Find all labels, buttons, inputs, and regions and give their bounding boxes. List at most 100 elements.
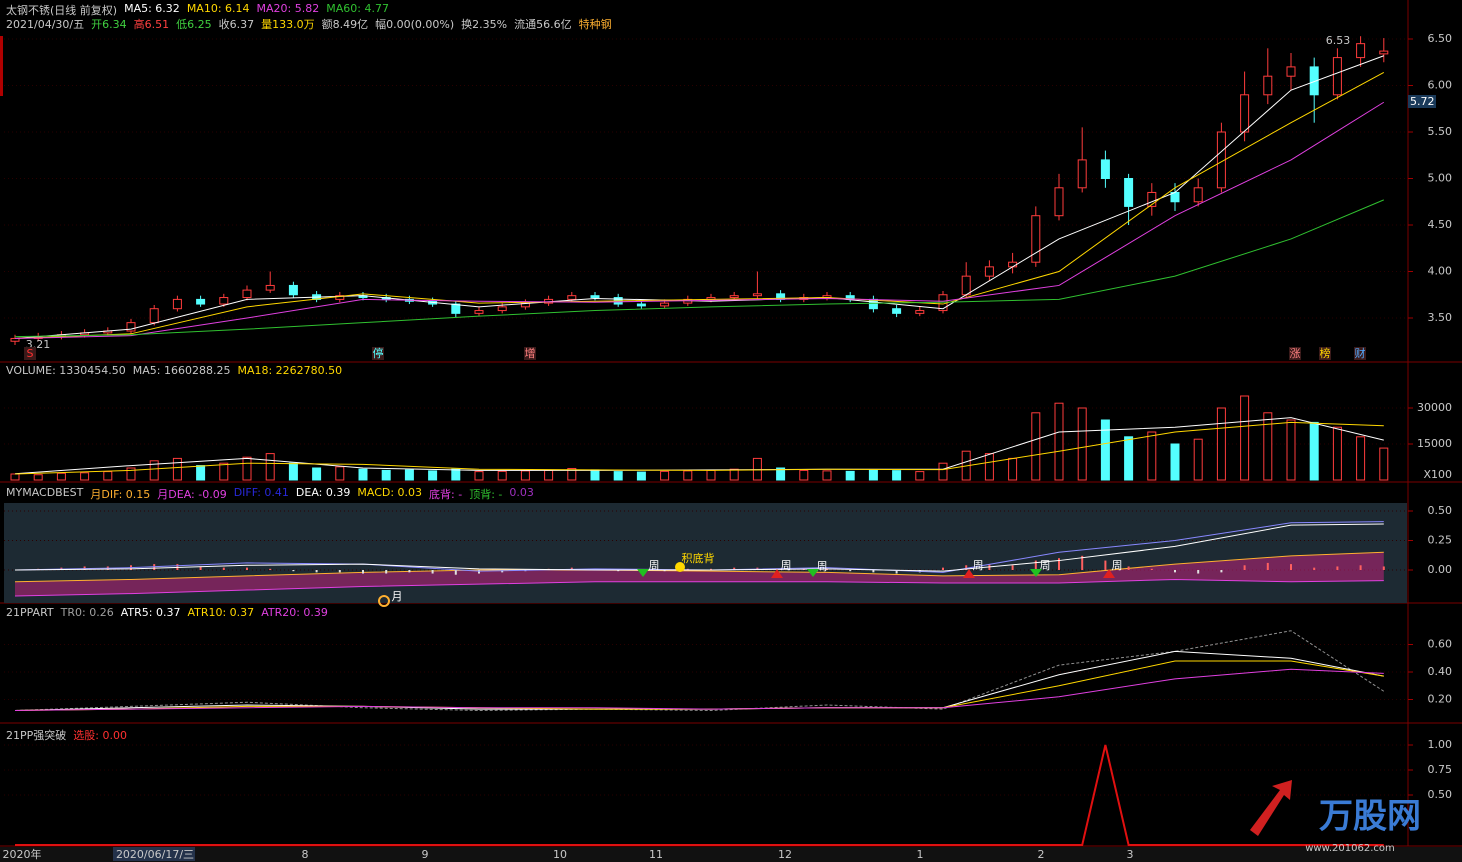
breakout-tick-label: 0.75 [1428,763,1453,776]
volume-bar [567,467,577,481]
volume-bar [660,470,670,481]
volume-bar [822,470,832,481]
time-label: 10 [553,848,567,861]
down-triangle [1030,569,1042,577]
cursor-date-box [113,847,195,861]
atr-label: 21PPART [6,606,54,619]
volume-bar [265,453,275,481]
quote-item: 收6.37 [218,18,255,31]
volume-bar [56,472,66,481]
month-band [15,552,1384,596]
volume-bar [103,471,113,481]
signal-annotation: 周 [1112,559,1123,572]
atr-line [14,650,1384,711]
candle-body [984,266,994,277]
candle-body [474,310,484,314]
up-triangle [963,569,975,578]
signal-annotation: 周 [1040,559,1051,572]
volume-bar [1147,431,1157,481]
time-label: 9 [422,848,429,861]
candle-body [1240,94,1250,133]
candle-body [1147,191,1157,207]
macd-line [14,523,1384,572]
volume-bar [1379,447,1389,481]
volume-bar [1309,421,1319,481]
atr-header: 21PPART TR0: 0.26 ATR5: 0.37 ATR10: 0.37 ATR… [6,606,328,619]
macd-label: MYMACDBEST [6,486,84,499]
volume-bar [590,469,600,481]
volume-bar [1124,436,1134,481]
volume-bar [1054,402,1064,481]
volume-bar [474,471,484,481]
cursor-price: 5.72 [1410,95,1435,108]
time-label: 1 [917,848,924,861]
candle-body [1309,66,1319,96]
macd-label: DIFF: 0.41 [233,486,289,499]
candle-body [1286,66,1296,77]
candle-body [149,308,159,324]
ma-label: MA20: 5.82 [256,2,320,15]
quote-item: 量133.0万 [261,18,315,31]
volume-bar [729,468,739,481]
event-box [24,347,36,360]
volume-bar [219,462,229,481]
volume-bar [1100,419,1110,481]
candle-body [660,302,670,307]
volume-bar [428,470,438,481]
candle-body [196,298,206,305]
quote-item: 换2.35% [461,18,508,31]
volume-bar [776,467,786,481]
quote-item: 额8.49亿 [321,18,369,31]
time-label: 2020年 [3,847,42,861]
candle-body [1008,261,1018,268]
candle-body [961,275,971,296]
volume-bar [335,466,345,481]
macd-label: DEA: 0.39 [295,486,351,499]
volume-bar [10,473,20,481]
time-label: 11 [649,848,663,861]
volume-bar [636,471,646,481]
volume-bar [497,470,507,481]
volume-bar [288,462,298,481]
event-marker: 榜 [1320,346,1331,360]
event-marker: 财 [1355,346,1366,360]
quote-item: 幅0.00(0.00%) [375,18,455,31]
candle-body [1031,215,1041,263]
atr-tick-label: 0.60 [1428,638,1453,651]
volume-ma-line [14,421,1384,475]
price-marker [0,36,3,96]
ma-line [14,199,1384,338]
macd-label: 月DEA: -0.09 [157,488,227,501]
candle-body [1124,178,1134,207]
volume-bar [1031,412,1041,481]
up-triangle [771,569,783,578]
macd-header: MYMACDBEST 月DIF: 0.15 月DEA: -0.09 DIFF: 0.4… [6,486,534,502]
event-box [1289,347,1301,360]
breakout-tick-label: 1.00 [1428,738,1453,751]
volume-bar [1193,438,1203,481]
time-label: 2 [1038,848,1045,861]
breakout-tick-label: 0.50 [1428,788,1453,801]
signal-annotation: 周 [649,559,660,572]
signal-ring [378,595,390,607]
quote-item: 低6.25 [176,18,212,31]
ma-label: MA10: 6.14 [186,2,250,15]
candle-body [1077,159,1087,189]
candle-body [497,306,507,312]
quote-bar: 2021/04/30/五 开6.34 高6.51 低6.25 收6.37 量133.0万额… [6,16,612,32]
stock-name[interactable]: 太钢不锈(日线 前复权) [6,4,118,17]
breakout-label: 21PP强突破 [6,729,67,742]
volume-bar [80,472,90,481]
volume-bar [1077,407,1087,481]
ma-line [14,72,1385,339]
month-dif-line [14,551,1384,583]
candle-body [1100,159,1110,179]
volume-bar [358,468,368,481]
macd-tick-label: 0.25 [1428,534,1453,547]
volume-tick-label: 30000 [1417,401,1452,414]
macd-label: MACD: 0.03 [357,486,423,499]
volume-bar [1286,419,1296,481]
down-triangle [807,569,819,577]
ma-line [14,101,1385,339]
candle-body [729,295,739,299]
